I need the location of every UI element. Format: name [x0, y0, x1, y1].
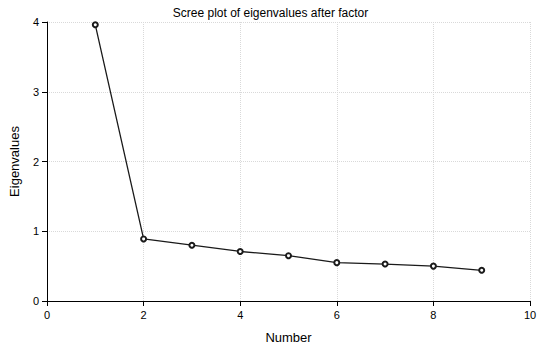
svg-text:2: 2	[141, 309, 147, 321]
svg-text:6: 6	[334, 309, 340, 321]
svg-text:4: 4	[33, 16, 39, 28]
svg-text:2: 2	[33, 156, 39, 168]
svg-text:8: 8	[430, 309, 436, 321]
svg-text:Scree plot of eigenvalues afte: Scree plot of eigenvalues after factor	[173, 6, 368, 20]
svg-text:Eigenvalues: Eigenvalues	[7, 126, 22, 197]
svg-text:0: 0	[33, 295, 39, 307]
svg-text:Number: Number	[265, 330, 312, 345]
svg-text:10: 10	[524, 309, 536, 321]
svg-text:0: 0	[44, 309, 50, 321]
svg-text:1: 1	[33, 225, 39, 237]
svg-text:3: 3	[33, 86, 39, 98]
svg-text:4: 4	[237, 309, 243, 321]
